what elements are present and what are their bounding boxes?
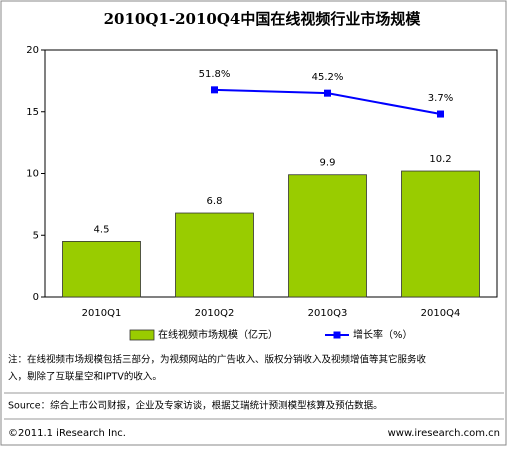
value-label: 45.2% xyxy=(312,72,344,83)
legend-swatch xyxy=(129,329,155,341)
x-tick-label: 2010Q2 xyxy=(195,308,235,319)
value-label: 51.8% xyxy=(199,69,231,80)
legend-label: 在线视频市场规模（亿元） xyxy=(158,328,278,341)
value-label: 3.7% xyxy=(428,93,453,104)
value-label: 6.8 xyxy=(207,196,223,207)
chart-title: 2010Q1-2010Q4中国在线视频行业市场规模 xyxy=(104,10,422,28)
value-label: 10.2 xyxy=(429,154,451,165)
marker xyxy=(437,110,444,118)
marker xyxy=(211,86,218,94)
marker xyxy=(324,89,331,97)
note: 入，剔除了互联星空和IPTV的收入。 xyxy=(8,371,162,383)
x-tick-label: 2010Q4 xyxy=(421,308,461,319)
copyright: ©2011.1 iResearch Inc. xyxy=(8,428,126,439)
y-tick-label: 20 xyxy=(26,45,39,56)
bar xyxy=(62,241,141,298)
bar xyxy=(288,174,367,298)
value-label: 9.9 xyxy=(320,158,336,169)
bar xyxy=(175,212,254,298)
note: 注：在线视频市场规模包括三部分，为视频网站的广告收入、版权分销收入及视频增值等其… xyxy=(8,354,427,366)
source: Source：综合上市公司财报，企业及专家访谈，根据艾瑞统计预测模型核算及预估数… xyxy=(8,400,383,412)
y-tick-label: 0 xyxy=(33,292,39,303)
website: www.iresearch.com.cn xyxy=(388,428,500,439)
legend-marker xyxy=(333,331,341,339)
x-tick-label: 2010Q1 xyxy=(82,308,122,319)
y-tick-label: 15 xyxy=(26,107,39,118)
legend-label: 增长率（%） xyxy=(353,328,413,341)
bar xyxy=(401,170,480,298)
x-tick-label: 2010Q3 xyxy=(308,308,348,319)
value-label: 4.5 xyxy=(94,224,110,235)
y-tick-label: 10 xyxy=(26,169,39,180)
y-tick-label: 5 xyxy=(33,230,39,241)
